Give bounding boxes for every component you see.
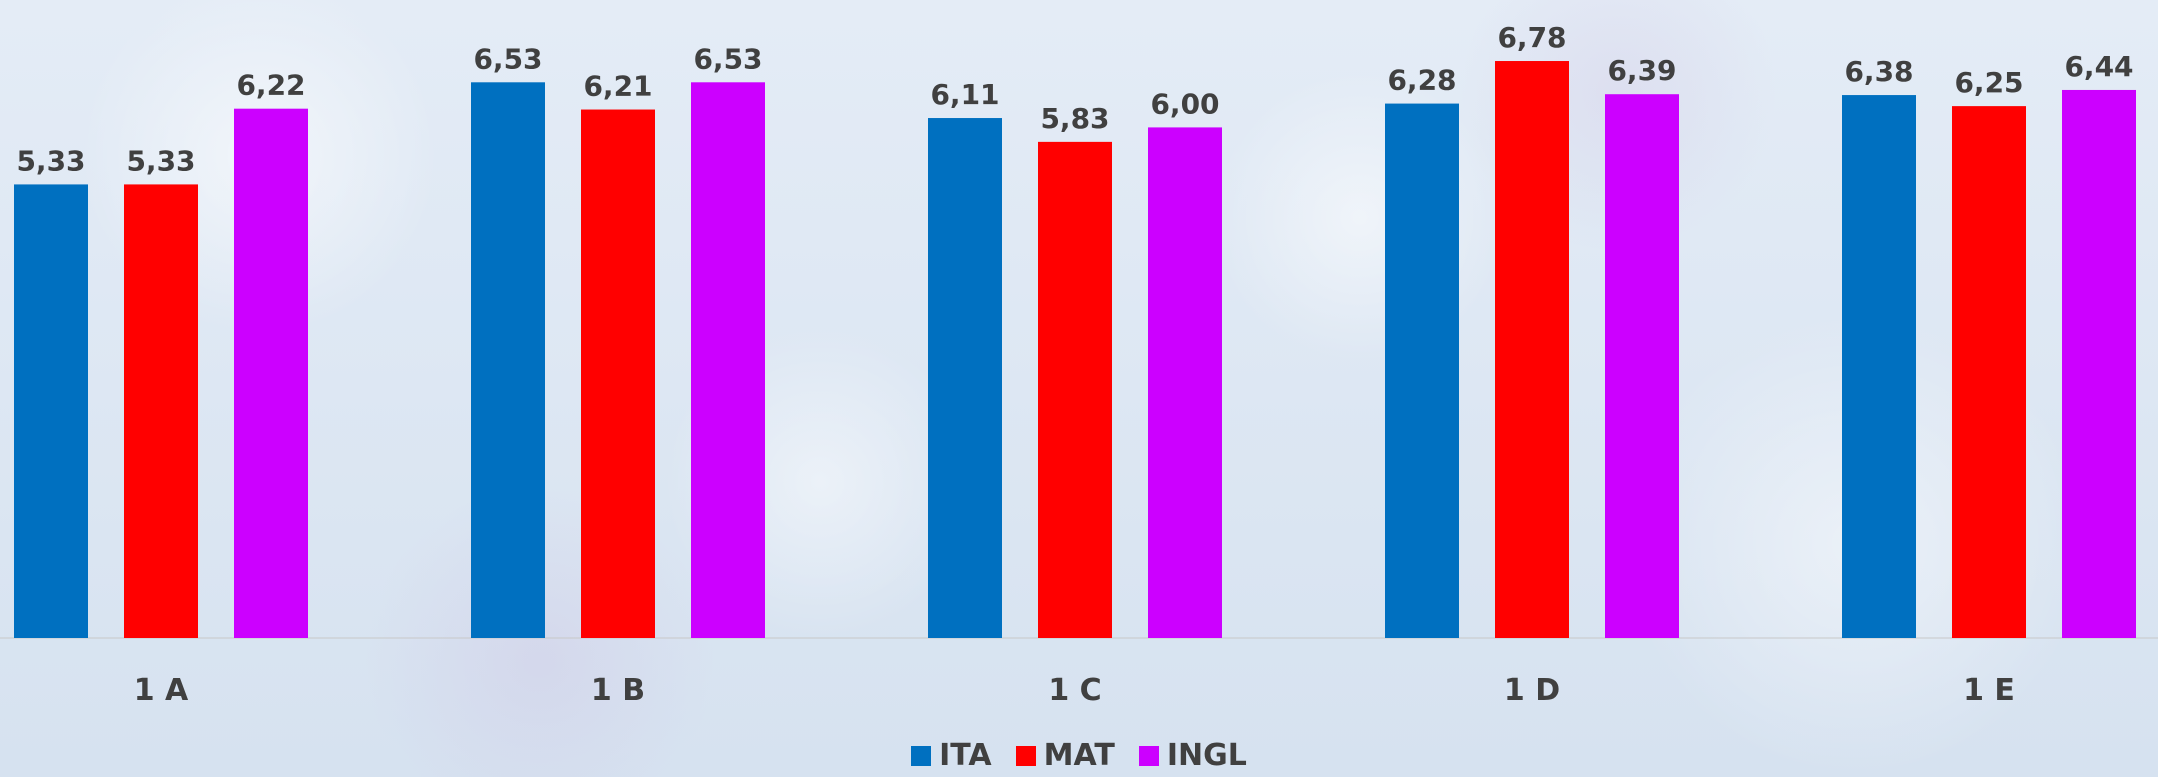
legend-label-ingl: INGL <box>1166 738 1247 773</box>
bar-ita-1-e <box>1842 95 1916 638</box>
value-labels-group: 5,33 5,33 6,22 6,53 6,21 6,53 6,11 5,83 6,00 6,28… <box>16 21 2133 177</box>
bar-ingl-1-b <box>691 82 765 638</box>
value-label-ingl-1-b: 6,53 <box>693 42 762 75</box>
legend-label-ita: ITA <box>939 738 992 773</box>
legend: ITA MAT INGL <box>0 738 2158 773</box>
legend-item-ita: ITA <box>911 738 992 773</box>
bar-ingl-1-c <box>1148 127 1222 639</box>
bar-ita-1-c <box>928 118 1002 638</box>
legend-item-mat: MAT <box>1015 738 1115 773</box>
category-label-1-a: 1 A <box>134 673 189 708</box>
bar-ita-1-d <box>1385 103 1459 638</box>
bar-mat-1-d <box>1495 61 1569 639</box>
value-label-ingl-1-a: 6,22 <box>236 69 305 102</box>
bar-mat-1-e <box>1952 106 2026 638</box>
category-label-1-e: 1 E <box>1963 673 2015 708</box>
bar-ingl-1-e <box>2062 89 2136 639</box>
category-label-1-b: 1 B <box>591 673 645 708</box>
legend-swatch-mat <box>1015 745 1036 766</box>
value-label-mat-1-c: 5,83 <box>1040 102 1109 135</box>
category-label-1-c: 1 C <box>1048 673 1101 708</box>
bars-group <box>14 61 2136 639</box>
value-label-ingl-1-c: 6,00 <box>1150 87 1219 120</box>
bar-mat-1-c <box>1038 141 1112 638</box>
bar-ingl-1-d <box>1605 94 1679 638</box>
legend-label-mat: MAT <box>1043 738 1115 773</box>
value-label-ingl-1-d: 6,39 <box>1607 54 1676 87</box>
bar-mat-1-a <box>124 184 198 639</box>
category-labels-group: 1 A 1 B 1 C 1 D 1 E <box>134 673 2015 708</box>
legend-swatch-ita <box>911 745 932 766</box>
value-label-mat-1-b: 6,21 <box>583 70 652 103</box>
bar-mat-1-b <box>581 109 655 639</box>
value-label-ita-1-e: 6,38 <box>1844 55 1913 88</box>
value-label-ita-1-d: 6,28 <box>1387 64 1456 97</box>
value-label-mat-1-d: 6,78 <box>1497 21 1566 54</box>
legend-swatch-ingl <box>1138 745 1159 766</box>
value-label-ita-1-a: 5,33 <box>16 144 85 177</box>
value-label-ingl-1-e: 6,44 <box>2064 50 2133 83</box>
legend-item-ingl: INGL <box>1138 738 1247 773</box>
bar-ita-1-a <box>14 184 88 639</box>
bar-ingl-1-a <box>234 108 308 639</box>
value-label-mat-1-a: 5,33 <box>126 144 195 177</box>
value-label-mat-1-e: 6,25 <box>1954 66 2023 99</box>
category-label-1-d: 1 D <box>1504 673 1560 708</box>
value-label-ita-1-c: 6,11 <box>930 78 999 111</box>
value-label-ita-1-b: 6,53 <box>473 42 542 75</box>
bar-ita-1-b <box>471 82 545 638</box>
